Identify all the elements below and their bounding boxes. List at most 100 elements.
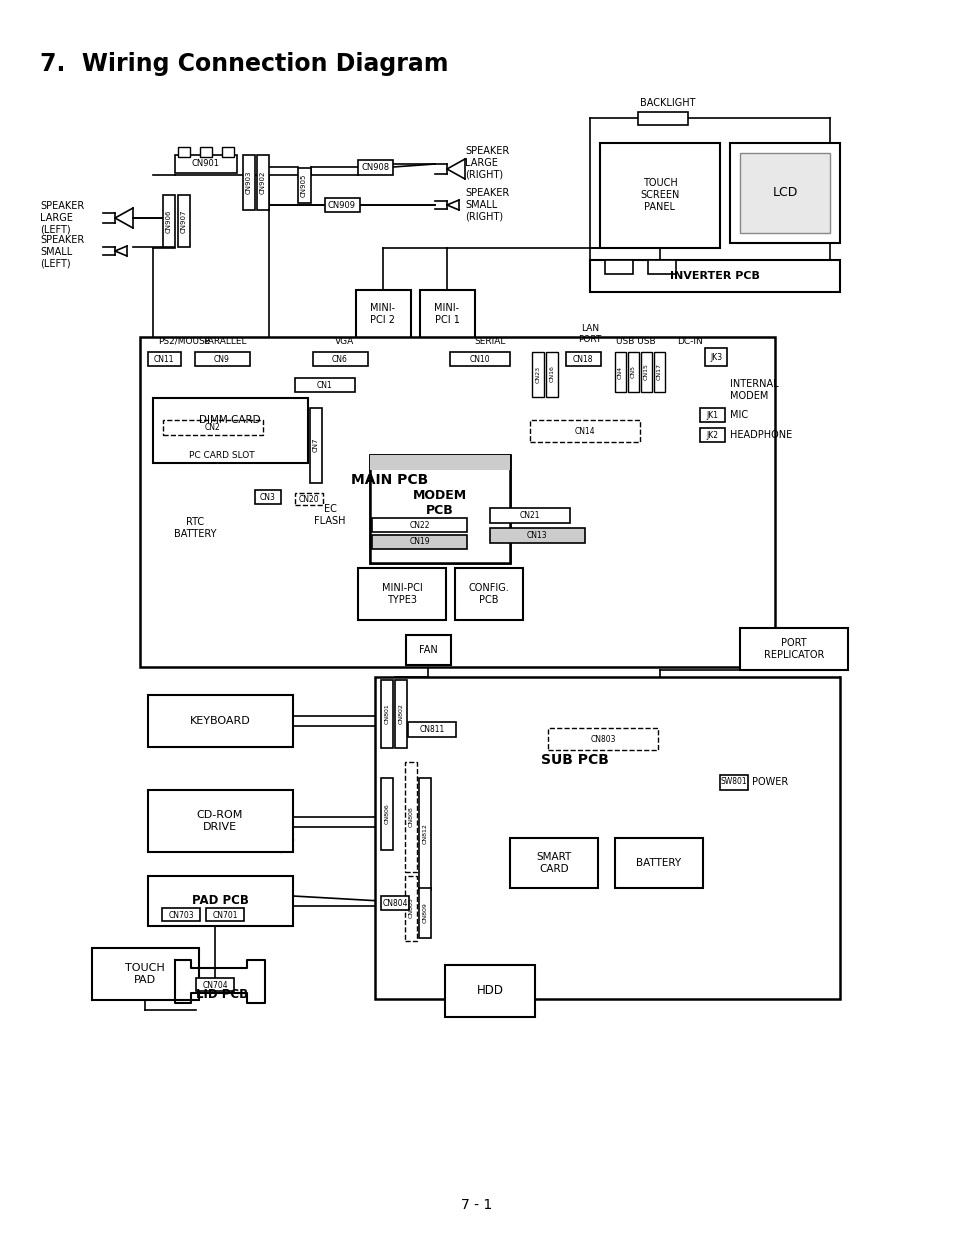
Text: CN907: CN907 — [181, 209, 187, 232]
Bar — [294, 378, 355, 391]
Bar — [640, 352, 651, 391]
Text: INVERTER PCB: INVERTER PCB — [669, 270, 760, 282]
Text: CN909: CN909 — [328, 200, 355, 210]
Bar — [174, 156, 236, 173]
Bar — [532, 352, 543, 396]
Text: CN2: CN2 — [205, 424, 221, 432]
Bar — [313, 352, 368, 366]
Bar — [638, 112, 687, 125]
Bar — [599, 143, 720, 248]
Text: CN10: CN10 — [469, 354, 490, 363]
Text: CN808: CN808 — [408, 806, 413, 827]
Text: VGA: VGA — [335, 336, 355, 346]
Bar — [256, 156, 269, 210]
Text: CN17: CN17 — [656, 363, 660, 380]
Bar — [405, 876, 416, 941]
Text: DIMM CARD: DIMM CARD — [199, 415, 260, 425]
Text: SMART
CARD: SMART CARD — [536, 852, 571, 874]
Bar — [370, 454, 510, 563]
Bar — [194, 352, 250, 366]
Bar — [310, 408, 322, 483]
Bar — [148, 695, 293, 747]
Bar — [419, 290, 475, 338]
Bar — [297, 168, 311, 203]
Bar — [729, 143, 840, 243]
Text: EC
FLASH: EC FLASH — [314, 504, 345, 526]
Text: CN15: CN15 — [643, 363, 648, 380]
Text: CN22: CN22 — [410, 520, 430, 530]
Bar — [91, 948, 199, 1000]
Bar — [163, 420, 263, 435]
Text: HEADPHONE: HEADPHONE — [729, 430, 791, 440]
Bar — [380, 680, 393, 748]
Text: PORT
REPLICATOR: PORT REPLICATOR — [763, 638, 823, 659]
Bar — [222, 147, 233, 157]
Text: CN908: CN908 — [361, 163, 390, 172]
Text: SUB PCB: SUB PCB — [540, 753, 608, 767]
Text: CN18: CN18 — [572, 354, 593, 363]
Text: SW801: SW801 — [720, 778, 746, 787]
Bar — [148, 790, 293, 852]
Text: CN903: CN903 — [246, 170, 252, 194]
Text: RTC
BATTERY: RTC BATTERY — [173, 517, 216, 538]
Text: MAIN PCB: MAIN PCB — [351, 473, 428, 487]
Bar — [254, 490, 281, 504]
Text: CN806: CN806 — [384, 804, 389, 825]
Text: 7.  Wiring Connection Diagram: 7. Wiring Connection Diagram — [40, 52, 448, 77]
Text: CN804: CN804 — [382, 899, 407, 908]
Bar — [455, 568, 522, 620]
Text: FAN: FAN — [418, 645, 436, 655]
Bar — [418, 888, 431, 939]
Text: CN23: CN23 — [535, 366, 540, 383]
Text: JK3: JK3 — [709, 352, 721, 362]
Bar — [615, 839, 702, 888]
Text: CN6: CN6 — [332, 354, 348, 363]
Text: INTERNAL
MODEM: INTERNAL MODEM — [729, 379, 778, 401]
Bar — [294, 493, 323, 505]
Bar — [357, 568, 446, 620]
Text: CN905: CN905 — [301, 173, 307, 196]
Bar — [355, 290, 411, 338]
Text: PS2/MOUSE: PS2/MOUSE — [158, 336, 211, 346]
Bar — [325, 198, 359, 212]
Text: CN901: CN901 — [192, 159, 220, 168]
Bar — [380, 897, 409, 910]
Bar — [450, 352, 510, 366]
Bar — [380, 778, 393, 850]
Text: PAD PCB: PAD PCB — [192, 894, 248, 908]
Bar — [565, 352, 600, 366]
Text: CN906: CN906 — [166, 209, 172, 232]
Bar — [195, 978, 233, 990]
Text: CN20: CN20 — [298, 494, 319, 504]
Bar — [510, 839, 598, 888]
Bar — [140, 337, 774, 667]
Bar — [615, 352, 625, 391]
Bar — [370, 454, 510, 471]
Bar — [627, 352, 639, 391]
Text: CD-ROM
DRIVE: CD-ROM DRIVE — [196, 810, 243, 832]
Text: MINI-
PCI 1: MINI- PCI 1 — [434, 304, 459, 325]
Bar — [547, 727, 658, 750]
Bar — [740, 629, 847, 671]
Text: CN5: CN5 — [630, 366, 635, 378]
Bar — [418, 778, 431, 890]
Text: MINI-PCI
TYPE3: MINI-PCI TYPE3 — [381, 583, 422, 605]
Text: SPEAKER
LARGE
(RIGHT): SPEAKER LARGE (RIGHT) — [464, 147, 509, 179]
Text: CN812: CN812 — [422, 824, 427, 845]
Text: CN11: CN11 — [153, 354, 174, 363]
Bar — [178, 195, 190, 247]
Bar — [375, 677, 840, 999]
Bar — [357, 161, 393, 175]
Bar — [372, 535, 467, 550]
Text: BATTERY: BATTERY — [636, 858, 680, 868]
Text: LID PCB: LID PCB — [195, 988, 248, 1002]
Text: CN704: CN704 — [202, 981, 228, 989]
Bar — [405, 762, 416, 872]
Text: JK1: JK1 — [705, 410, 718, 420]
Text: CONFIG.
PCB: CONFIG. PCB — [468, 583, 509, 605]
Polygon shape — [281, 840, 293, 852]
Text: CN21: CN21 — [519, 511, 539, 520]
Text: TOUCH
SCREEN
PANEL: TOUCH SCREEN PANEL — [639, 178, 679, 211]
Text: DC-IN: DC-IN — [677, 336, 702, 346]
Text: CN811: CN811 — [419, 725, 444, 735]
